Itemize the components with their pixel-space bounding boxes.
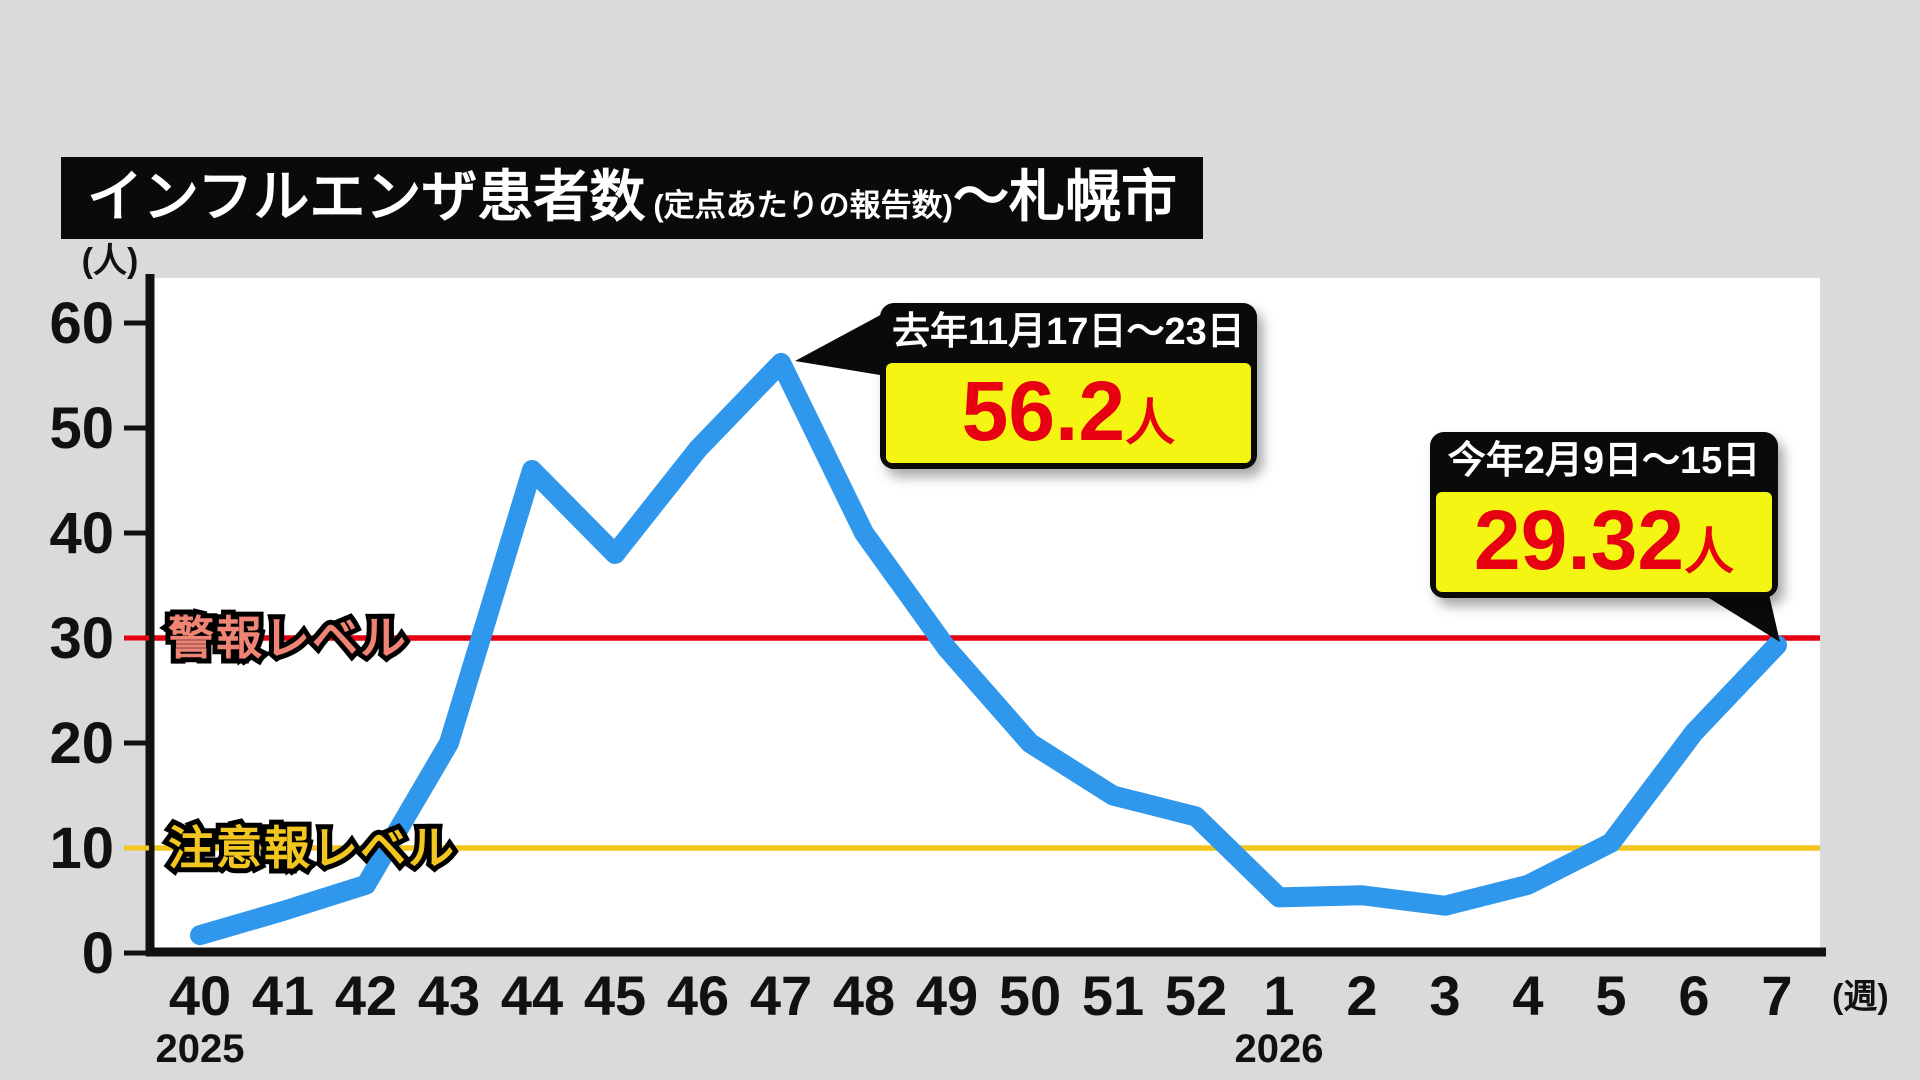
x-tick-label-5: 5 <box>1595 964 1626 1027</box>
x-axis-year-labels: 2025 2026 <box>156 1027 1324 1071</box>
x-tick-label-42: 42 <box>335 964 397 1027</box>
year-label-2025: 2025 <box>156 1027 245 1071</box>
callout-latest-value: 29.32 <box>1473 493 1685 587</box>
x-axis-unit-label: (週) <box>1832 978 1889 1016</box>
x-tick-label-46: 46 <box>667 964 729 1027</box>
x-tick-label-50: 50 <box>999 964 1061 1027</box>
callout-peak: 去年11月17日～23日 56.2人 <box>880 303 1257 469</box>
y-tick-label-30: 30 <box>49 606 114 671</box>
x-tick-label-3: 3 <box>1429 964 1460 1027</box>
threshold-lines <box>150 635 1820 851</box>
x-tick-label-44: 44 <box>501 964 563 1027</box>
x-tick-label-41: 41 <box>252 964 314 1027</box>
y-axis-unit-label: (人) <box>82 242 139 280</box>
callout-latest-body: 29.32人 <box>1436 492 1772 592</box>
x-tick-label-40: 40 <box>169 964 231 1027</box>
callout-latest-unit: 人 <box>1684 524 1735 580</box>
callout-peak-value: 56.2 <box>961 364 1126 458</box>
x-tick-label-51: 51 <box>1082 964 1144 1027</box>
x-tick-label-45: 45 <box>584 964 646 1027</box>
flu-cases-line <box>190 352 1787 946</box>
x-tick-label-48: 48 <box>833 964 895 1027</box>
callout-latest-tail <box>1696 590 1780 642</box>
x-tick-label-52: 52 <box>1165 964 1227 1027</box>
y-tick-label-50: 50 <box>49 396 114 461</box>
callout-peak-tail <box>795 312 886 376</box>
threshold-label-10: 注意報レベル <box>168 822 456 874</box>
callout-peak-date: 去年11月17日～23日 <box>892 311 1245 353</box>
title-subtitle: (定点あたりの報告数) <box>653 188 953 223</box>
y-tick-label-60: 60 <box>49 291 114 356</box>
x-tick-label-43: 43 <box>418 964 480 1027</box>
y-tick-label-10: 10 <box>49 816 114 881</box>
y-tick-label-40: 40 <box>49 501 114 566</box>
x-tick-label-6: 6 <box>1678 964 1709 1027</box>
x-tick-label-4: 4 <box>1512 964 1543 1027</box>
x-tick-label-2: 2 <box>1346 964 1377 1027</box>
y-tick-label-20: 20 <box>49 711 114 776</box>
y-tick-label-0: 0 <box>82 921 114 986</box>
callout-latest: 今年2月9日～15日 29.32人 <box>1430 432 1778 598</box>
x-tick-label-49: 49 <box>916 964 978 1027</box>
threshold-label-30: 警報レベル <box>168 612 408 664</box>
title-badge: インフルエンザ患者数 (定点あたりの報告数) ～札幌市 <box>61 157 1203 239</box>
y-axis-ticks: 0 10 20 30 40 50 60 <box>49 291 149 986</box>
callout-peak-unit: 人 <box>1125 395 1176 451</box>
callout-latest-date: 今年2月9日～15日 <box>1447 440 1761 482</box>
x-tick-label-7: 7 <box>1761 964 1792 1027</box>
x-tick-label-1: 1 <box>1263 964 1294 1027</box>
title-region-suffix: ～札幌市 <box>952 165 1177 228</box>
year-label-2026: 2026 <box>1235 1027 1324 1071</box>
title-main: インフルエンザ患者数 <box>87 165 646 228</box>
callout-peak-body: 56.2人 <box>886 363 1251 463</box>
x-axis-labels: 40 41 42 43 44 45 46 47 48 49 50 51 52 1 2 3 4 5 6 7 <box>169 964 1793 1027</box>
x-tick-label-47: 47 <box>750 964 812 1027</box>
